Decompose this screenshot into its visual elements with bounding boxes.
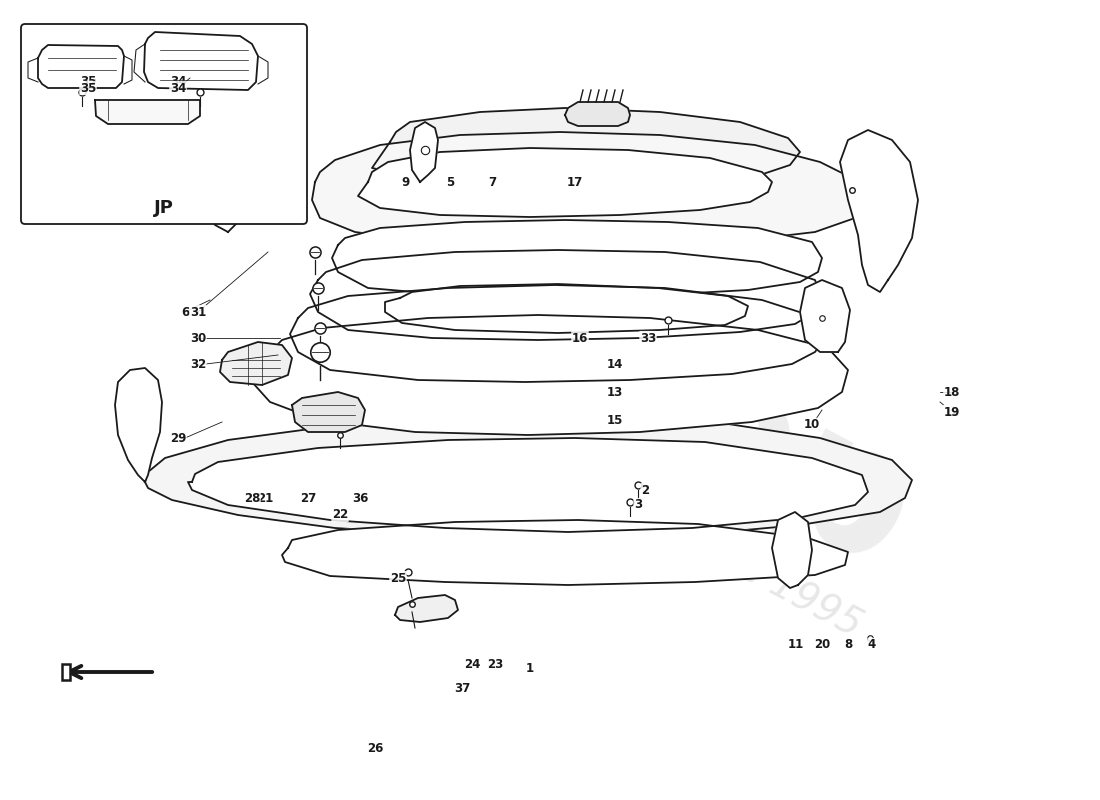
Text: 33: 33 — [640, 331, 656, 345]
Text: europ: europ — [337, 173, 943, 607]
Polygon shape — [145, 418, 912, 538]
Text: 16: 16 — [572, 331, 588, 345]
Text: 26: 26 — [366, 742, 383, 754]
Text: a passion for parts since 1995: a passion for parts since 1995 — [332, 335, 868, 645]
Text: 24: 24 — [464, 658, 481, 671]
Text: 14: 14 — [607, 358, 624, 371]
FancyBboxPatch shape — [21, 24, 307, 224]
Text: 31: 31 — [190, 306, 206, 318]
Text: 15: 15 — [607, 414, 624, 426]
Text: 12: 12 — [944, 406, 960, 418]
Text: 36: 36 — [352, 491, 368, 505]
Text: 10: 10 — [804, 418, 821, 431]
Polygon shape — [220, 342, 292, 385]
Text: 35: 35 — [80, 75, 96, 88]
Text: 3: 3 — [634, 498, 642, 511]
Text: 8: 8 — [844, 638, 852, 651]
Text: 37: 37 — [454, 682, 470, 694]
Text: 32: 32 — [190, 358, 206, 371]
Text: 2: 2 — [641, 483, 649, 497]
Polygon shape — [205, 105, 245, 232]
Text: 20: 20 — [814, 638, 830, 651]
Polygon shape — [772, 512, 812, 588]
Polygon shape — [39, 45, 124, 88]
Text: 29: 29 — [169, 431, 186, 445]
Text: 5: 5 — [446, 175, 454, 189]
Polygon shape — [95, 100, 200, 124]
Polygon shape — [144, 32, 258, 90]
Text: 28: 28 — [244, 491, 261, 505]
Text: 18: 18 — [944, 386, 960, 398]
Polygon shape — [410, 122, 438, 182]
Text: 9: 9 — [400, 175, 409, 189]
Polygon shape — [332, 220, 822, 298]
Text: 7: 7 — [488, 175, 496, 189]
Polygon shape — [310, 250, 822, 340]
Polygon shape — [188, 438, 868, 532]
Polygon shape — [116, 368, 162, 482]
Polygon shape — [198, 72, 228, 138]
Polygon shape — [840, 130, 918, 292]
Text: 22: 22 — [332, 509, 348, 522]
Text: 21: 21 — [257, 491, 273, 505]
Polygon shape — [395, 595, 458, 622]
Text: 34: 34 — [169, 82, 186, 94]
Text: 34: 34 — [169, 75, 186, 88]
Text: 17: 17 — [566, 175, 583, 189]
Text: 35: 35 — [80, 82, 96, 94]
Text: 11: 11 — [788, 638, 804, 651]
Text: 25: 25 — [389, 571, 406, 585]
Polygon shape — [358, 148, 772, 217]
Text: 30: 30 — [190, 331, 206, 345]
Polygon shape — [252, 315, 848, 435]
Text: 27: 27 — [300, 491, 316, 505]
Polygon shape — [282, 520, 848, 585]
Polygon shape — [312, 132, 868, 247]
Polygon shape — [385, 284, 748, 333]
Text: 1: 1 — [526, 662, 535, 674]
Polygon shape — [290, 285, 825, 382]
Polygon shape — [292, 392, 365, 432]
Polygon shape — [372, 108, 800, 185]
Text: 23: 23 — [487, 658, 503, 671]
Bar — [62, 664, 70, 680]
Text: 6: 6 — [180, 306, 189, 318]
Text: JP: JP — [154, 199, 174, 217]
Text: 19: 19 — [944, 406, 960, 418]
Polygon shape — [800, 280, 850, 352]
Text: 13: 13 — [607, 386, 623, 398]
Polygon shape — [565, 102, 630, 126]
Text: 4: 4 — [868, 638, 876, 651]
